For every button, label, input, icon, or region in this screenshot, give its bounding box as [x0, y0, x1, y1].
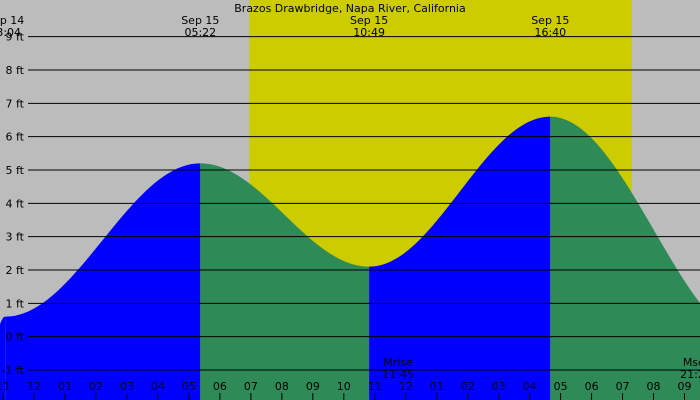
- y-tick-label: 3 ft: [6, 231, 25, 244]
- y-tick-label: 2 ft: [6, 264, 25, 277]
- rising-tide-segment: [0, 316, 6, 400]
- x-tick-label: 03: [120, 380, 134, 393]
- y-tick-label: 0 ft: [6, 331, 25, 344]
- x-tick-label: 06: [213, 380, 227, 393]
- falling-tide-segment: [200, 163, 370, 400]
- y-tick-label: 4 ft: [6, 197, 25, 210]
- x-tick-label: 04: [151, 380, 165, 393]
- x-tick-label: 08: [275, 380, 289, 393]
- grid-lines: [28, 36, 700, 371]
- chart-title: Brazos Drawbridge, Napa River, Californi…: [234, 2, 465, 15]
- x-tick-label: 12: [27, 380, 41, 393]
- x-tick-label: 07: [616, 380, 630, 393]
- extreme-time-label: 05:22: [184, 26, 216, 39]
- extreme-time-label: 23:04: [0, 26, 21, 39]
- rising-tide-segment: [369, 116, 551, 400]
- y-axis-labels: 9 ft 8 ft 7 ft 6 ft 5 ft 4 ft 3 ft 2 ft 1 ft 0 ft…: [2, 31, 25, 377]
- falling-tide-segment: [550, 116, 700, 400]
- x-tick-label: 05: [554, 380, 568, 393]
- moon-event-time: 11:45: [382, 368, 414, 381]
- extreme-date-label: Sep 15: [531, 14, 569, 27]
- x-tick-label: 09: [306, 380, 320, 393]
- extreme-time-label: 10:49: [353, 26, 385, 39]
- y-tick-label: 5 ft: [6, 164, 25, 177]
- x-tick-label: 01: [58, 380, 72, 393]
- x-tick-label: 07: [244, 380, 258, 393]
- x-tick-label: 09: [678, 380, 692, 393]
- x-tick-label: 05: [182, 380, 196, 393]
- x-tick-label: 04: [523, 380, 537, 393]
- y-tick-label: 7 ft: [6, 97, 25, 110]
- moon-event-label: Mrise: [383, 356, 413, 369]
- y-tick-label: -1 ft: [2, 364, 25, 377]
- rising-tide-segment: [5, 163, 201, 400]
- x-tick-label: 06: [585, 380, 599, 393]
- x-axis-labels: 11 12 01 02 03 04 05 06 07 08 09 10 11 12 01 02 03 04 05 06…: [0, 380, 692, 400]
- tide-area: [0, 116, 700, 400]
- extreme-time-label: 16:40: [534, 26, 566, 39]
- x-tick-label: 08: [647, 380, 661, 393]
- moon-event-label: Mset: [683, 356, 700, 369]
- x-tick-label: 02: [89, 380, 103, 393]
- x-tick-label: 01: [430, 380, 444, 393]
- x-tick-label: 02: [461, 380, 475, 393]
- y-tick-label: 6 ft: [6, 131, 25, 144]
- extreme-date-label: Sep 14: [0, 14, 24, 27]
- y-tick-label: 8 ft: [6, 64, 25, 77]
- x-tick-label: 03: [492, 380, 506, 393]
- moon-event-time: 21:22: [680, 368, 700, 381]
- y-tick-label: 1 ft: [6, 297, 25, 310]
- x-tick-label: 10: [337, 380, 351, 393]
- x-tick-label: 12: [399, 380, 413, 393]
- y-tick-label: 9 ft: [6, 31, 25, 44]
- extreme-date-label: Sep 15: [350, 14, 388, 27]
- extreme-date-label: Sep 15: [181, 14, 219, 27]
- x-tick-label: 11: [368, 380, 382, 393]
- x-tick-label: 11: [0, 380, 10, 393]
